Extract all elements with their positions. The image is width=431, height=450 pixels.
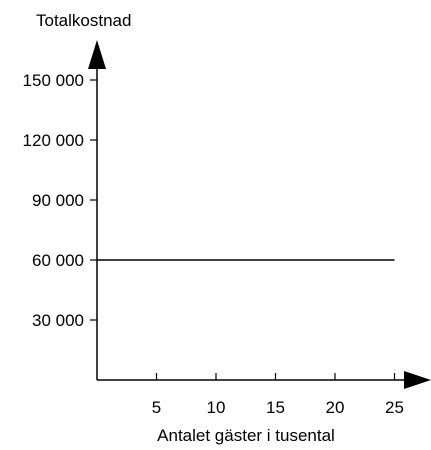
labels: Totalkostnad Antalet gäster i tusental — [36, 11, 335, 445]
y-axis-arrowhead — [88, 40, 106, 69]
x-tick-label: 20 — [326, 398, 345, 417]
x-tick-label: 15 — [266, 398, 285, 417]
y-tick-label: 60 000 — [32, 251, 84, 270]
x-tick-label: 10 — [207, 398, 226, 417]
y-tick-label: 90 000 — [32, 191, 84, 210]
x-tick-label: 5 — [152, 398, 161, 417]
y-tick-label: 30 000 — [32, 311, 84, 330]
y-axis-label: Totalkostnad — [36, 11, 131, 30]
y-tick-label: 120 000 — [23, 131, 84, 150]
x-axis-label: Antalet gäster i tusental — [157, 426, 335, 445]
x-axis-arrowhead — [404, 371, 431, 389]
y-tick-label: 150 000 — [23, 71, 84, 90]
axes — [88, 40, 431, 389]
ticks: 5 10 15 20 25 30 000 60 000 90 000 120 000 150 00… — [23, 71, 404, 417]
x-tick-label: 25 — [385, 398, 404, 417]
